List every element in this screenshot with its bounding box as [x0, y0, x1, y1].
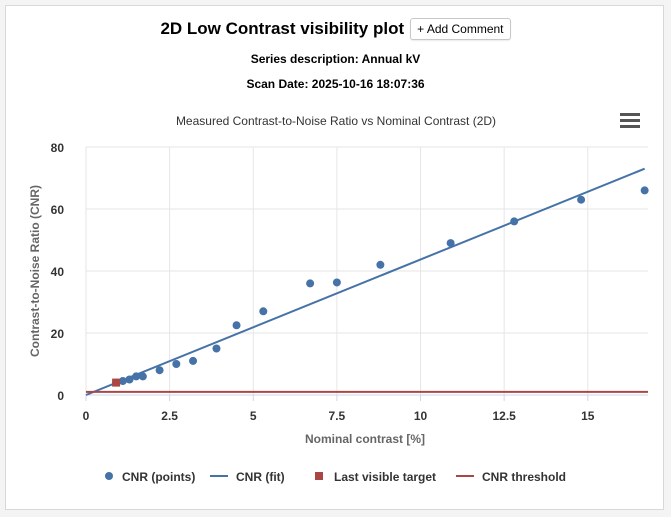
data-point[interactable]	[259, 307, 268, 316]
data-point[interactable]	[306, 279, 315, 288]
grid	[85, 146, 648, 396]
title-row: 2D Low Contrast visibility plot + Add Co…	[0, 18, 671, 40]
fit-line	[85, 167, 646, 396]
page-title: 2D Low Contrast visibility plot	[160, 19, 405, 38]
x-tick-label: 12.5	[492, 409, 516, 423]
data-point[interactable]	[376, 260, 385, 269]
y-tick-label: 20	[51, 327, 65, 341]
legend-symbol-points	[105, 472, 113, 480]
x-tick-label: 5	[250, 409, 257, 423]
data-point[interactable]	[510, 217, 519, 226]
x-tick-label: 2.5	[161, 409, 178, 423]
legend-item[interactable]: CNR (points)	[105, 470, 195, 484]
data-point[interactable]	[446, 239, 455, 248]
data-point[interactable]	[212, 344, 221, 353]
chart-card	[5, 5, 664, 510]
series-description: Series description: Annual kV	[250, 52, 421, 66]
legend-label: CNR threshold	[482, 470, 566, 484]
legend-item[interactable]: Last visible target	[315, 470, 436, 484]
hamburger-menu-icon[interactable]	[620, 113, 640, 129]
legend: CNR (points) CNR (fit) Last visible target…	[105, 470, 566, 484]
x-tick-label: 0	[83, 409, 90, 423]
x-tick-label: 15	[581, 409, 595, 423]
data-point[interactable]	[189, 356, 198, 365]
y-tick-label: 80	[51, 141, 65, 155]
chart-title: Measured Contrast-to-Noise Ratio vs Nomi…	[176, 114, 496, 128]
axes: 0 20 40 60 80 0 2.5 5 7.5 10 12.5 15	[51, 141, 648, 423]
legend-symbol-marker	[315, 472, 323, 480]
menu-bar	[620, 113, 640, 116]
data-point[interactable]	[155, 366, 164, 375]
add-comment-button[interactable]: + Add Comment	[410, 18, 511, 40]
data-point[interactable]	[125, 375, 134, 384]
y-tick-label: 0	[57, 389, 64, 403]
legend-item[interactable]: CNR (fit)	[210, 470, 285, 484]
menu-bar	[620, 125, 640, 128]
data-point[interactable]	[138, 372, 147, 381]
menu-bar	[620, 119, 640, 122]
y-tick-label: 60	[51, 203, 65, 217]
data-point[interactable]	[640, 186, 649, 195]
scan-date: Scan Date: 2025-10-16 18:07:36	[246, 77, 425, 91]
data-point[interactable]	[577, 195, 586, 204]
x-tick-label: 7.5	[329, 409, 346, 423]
x-axis-label: Nominal contrast [%]	[305, 432, 425, 446]
x-tick-label: 10	[414, 409, 428, 423]
legend-item[interactable]: CNR threshold	[456, 470, 566, 484]
legend-label: CNR (fit)	[236, 470, 285, 484]
data-point[interactable]	[132, 372, 141, 381]
last-visible-marker[interactable]	[112, 378, 121, 387]
data-point[interactable]	[332, 278, 341, 287]
y-axis-label: Contrast-to-Noise Ratio (CNR)	[28, 185, 42, 357]
legend-label: Last visible target	[334, 470, 436, 484]
legend-label: CNR (points)	[122, 470, 195, 484]
data-point[interactable]	[118, 377, 127, 386]
data-point[interactable]	[232, 321, 241, 330]
y-tick-label: 40	[51, 265, 65, 279]
series-layer	[85, 167, 649, 396]
data-point[interactable]	[172, 360, 181, 368]
